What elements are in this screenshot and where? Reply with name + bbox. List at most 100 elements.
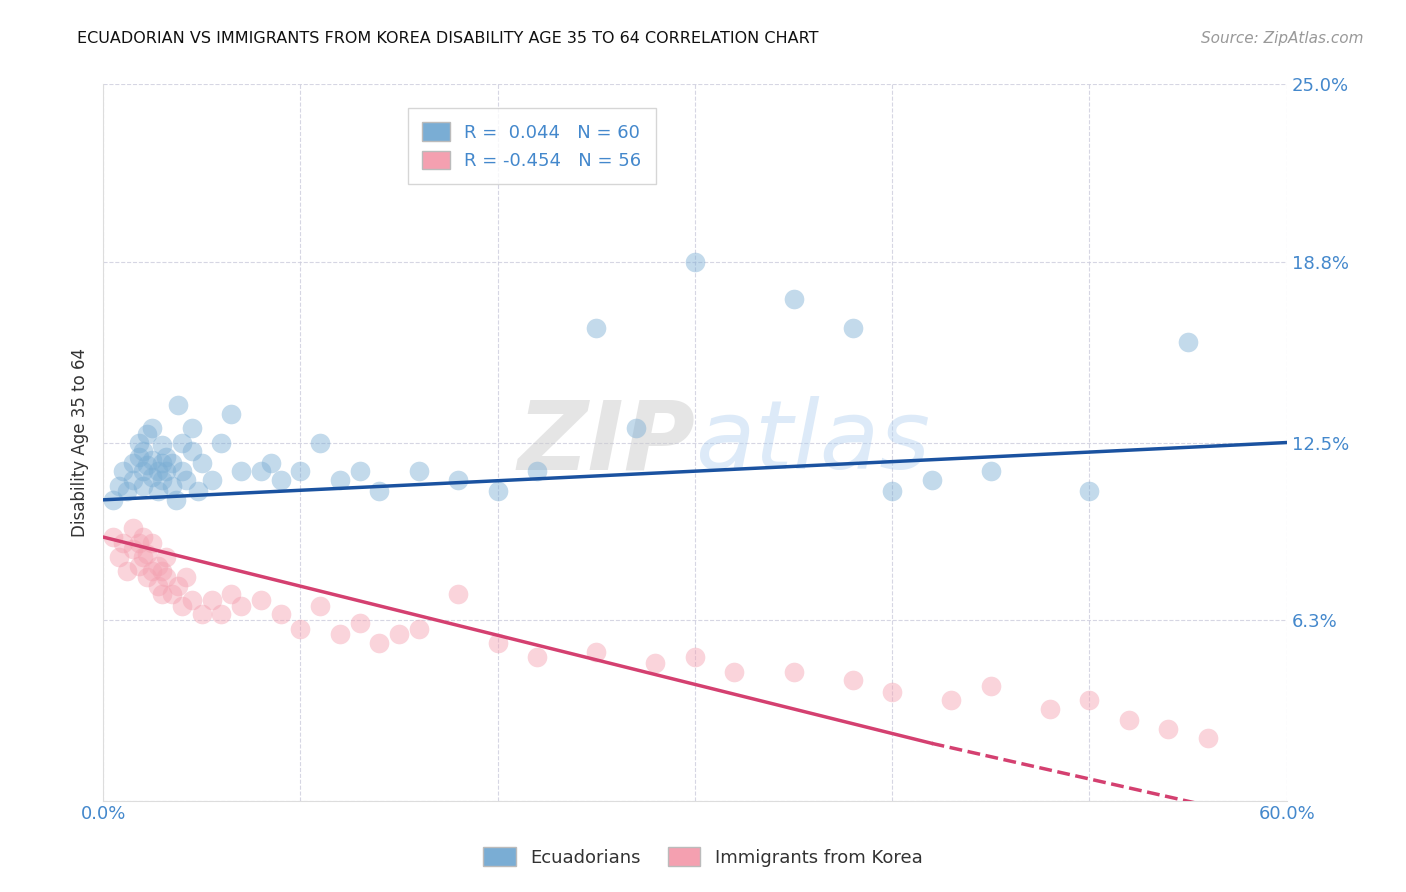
Point <box>131 464 153 478</box>
Point <box>447 587 470 601</box>
Point <box>128 558 150 573</box>
Point <box>148 579 170 593</box>
Legend: Ecuadorians, Immigrants from Korea: Ecuadorians, Immigrants from Korea <box>477 840 929 874</box>
Point <box>135 426 157 441</box>
Point <box>270 473 292 487</box>
Point <box>841 321 863 335</box>
Point <box>201 473 224 487</box>
Point <box>941 693 963 707</box>
Point <box>683 255 706 269</box>
Point <box>388 627 411 641</box>
Point <box>131 478 153 492</box>
Point <box>782 293 804 307</box>
Point <box>211 435 233 450</box>
Point <box>1197 731 1219 745</box>
Point <box>150 456 173 470</box>
Point <box>250 593 273 607</box>
Point <box>155 550 177 565</box>
Point <box>148 464 170 478</box>
Point <box>141 470 163 484</box>
Point <box>526 464 548 478</box>
Point <box>309 599 332 613</box>
Point <box>160 478 183 492</box>
Point <box>150 438 173 452</box>
Text: ECUADORIAN VS IMMIGRANTS FROM KOREA DISABILITY AGE 35 TO 64 CORRELATION CHART: ECUADORIAN VS IMMIGRANTS FROM KOREA DISA… <box>77 31 818 46</box>
Point <box>980 679 1002 693</box>
Text: atlas: atlas <box>695 396 929 489</box>
Point <box>1078 693 1101 707</box>
Point <box>1177 335 1199 350</box>
Point <box>160 587 183 601</box>
Point <box>150 565 173 579</box>
Point <box>882 484 904 499</box>
Point <box>683 650 706 665</box>
Point <box>128 450 150 464</box>
Point <box>260 456 283 470</box>
Point <box>150 473 173 487</box>
Point <box>170 599 193 613</box>
Point <box>447 473 470 487</box>
Point <box>221 407 243 421</box>
Point <box>190 456 212 470</box>
Point <box>165 492 187 507</box>
Point <box>174 570 197 584</box>
Point <box>101 530 124 544</box>
Point <box>141 536 163 550</box>
Point <box>180 444 202 458</box>
Point <box>980 464 1002 478</box>
Point <box>585 645 607 659</box>
Point <box>309 435 332 450</box>
Point <box>121 473 143 487</box>
Point <box>150 587 173 601</box>
Point <box>111 536 134 550</box>
Point <box>723 665 745 679</box>
Point <box>108 550 131 565</box>
Point <box>1078 484 1101 499</box>
Point <box>290 622 312 636</box>
Point <box>141 421 163 435</box>
Point <box>1039 702 1062 716</box>
Point <box>585 321 607 335</box>
Point <box>180 593 202 607</box>
Point <box>329 627 352 641</box>
Point <box>174 473 197 487</box>
Point <box>111 464 134 478</box>
Point <box>131 530 153 544</box>
Point <box>211 607 233 622</box>
Point <box>135 570 157 584</box>
Point <box>155 450 177 464</box>
Point <box>187 484 209 499</box>
Point <box>526 650 548 665</box>
Point <box>201 593 224 607</box>
Point <box>141 565 163 579</box>
Point <box>170 464 193 478</box>
Point <box>782 665 804 679</box>
Point <box>101 492 124 507</box>
Point <box>115 565 138 579</box>
Y-axis label: Disability Age 35 to 64: Disability Age 35 to 64 <box>72 348 89 537</box>
Text: ZIP: ZIP <box>517 396 695 489</box>
Point <box>368 484 391 499</box>
Point <box>624 421 647 435</box>
Point <box>135 547 157 561</box>
Point <box>290 464 312 478</box>
Point <box>170 435 193 450</box>
Point <box>349 464 371 478</box>
Point <box>921 473 943 487</box>
Point <box>644 656 666 670</box>
Point <box>270 607 292 622</box>
Point <box>121 456 143 470</box>
Point <box>190 607 212 622</box>
Point <box>408 464 430 478</box>
Point <box>329 473 352 487</box>
Point <box>250 464 273 478</box>
Point <box>231 464 253 478</box>
Point <box>231 599 253 613</box>
Point <box>180 421 202 435</box>
Text: Source: ZipAtlas.com: Source: ZipAtlas.com <box>1201 31 1364 46</box>
Point <box>155 464 177 478</box>
Point <box>155 570 177 584</box>
Point <box>148 558 170 573</box>
Point <box>131 550 153 565</box>
Point <box>1118 714 1140 728</box>
